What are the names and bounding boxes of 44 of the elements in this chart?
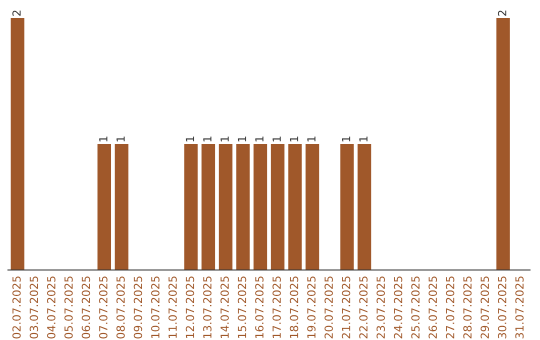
x-tick-label: 12.07.2025 [186, 276, 194, 338]
data-label: 1 [238, 136, 246, 142]
x-tick-label: 08.07.2025 [116, 276, 125, 338]
data-label: 1 [342, 136, 350, 142]
x-tick-label: 25.07.2025 [411, 276, 420, 338]
x-tick-label: 16.07.2025 [255, 276, 264, 338]
data-label: 2 [498, 10, 506, 16]
data-label: 1 [359, 136, 368, 142]
x-tick-label: 03.07.2025 [30, 276, 38, 338]
data-label: 1 [99, 136, 108, 142]
data-label: 1 [220, 136, 229, 142]
data-label: 1 [290, 136, 298, 142]
x-tick-label: 24.07.2025 [394, 276, 402, 338]
x-tick-label: 02.07.2025 [12, 276, 21, 338]
x-tick-label: 31.07.2025 [515, 276, 524, 338]
x-tick-label: 18.07.2025 [290, 276, 298, 338]
x-tick-label: 17.07.2025 [272, 276, 281, 338]
x-tick-label: 27.07.2025 [446, 276, 454, 338]
x-tick-label: 22.07.2025 [359, 276, 368, 338]
x-tick-label: 09.07.2025 [134, 276, 142, 338]
x-tick-label: 21.07.2025 [342, 276, 350, 338]
x-tick-label: 23.07.2025 [376, 276, 385, 338]
data-label: 1 [203, 136, 212, 142]
x-tick-label: 13.07.2025 [203, 276, 212, 338]
x-tick-label: 10.07.2025 [151, 276, 160, 338]
x-tick-label: 07.07.2025 [99, 276, 108, 338]
x-tick-label: 11.07.2025 [168, 276, 177, 338]
data-label: 1 [186, 136, 194, 142]
x-tick-label: 15.07.2025 [238, 276, 246, 338]
data-label: 1 [116, 136, 125, 142]
x-tick-label: 20.07.2025 [324, 276, 333, 338]
x-tick-label: 14.07.2025 [220, 276, 229, 338]
data-label: 1 [272, 136, 281, 142]
x-tick-label: 29.07.2025 [480, 276, 489, 338]
x-tick-label: 04.07.2025 [47, 276, 56, 338]
x-tick-label: 06.07.2025 [82, 276, 90, 338]
data-label: 1 [255, 136, 264, 142]
x-tick-label: 30.07.2025 [498, 276, 506, 338]
x-tick-label: 19.07.2025 [307, 276, 316, 338]
x-tick-label: 05.07.2025 [64, 276, 73, 338]
x-tick-label: 26.07.2025 [428, 276, 437, 338]
data-label: 2 [12, 10, 21, 16]
data-label: 1 [307, 136, 316, 142]
x-tick-label: 28.07.2025 [463, 276, 472, 338]
